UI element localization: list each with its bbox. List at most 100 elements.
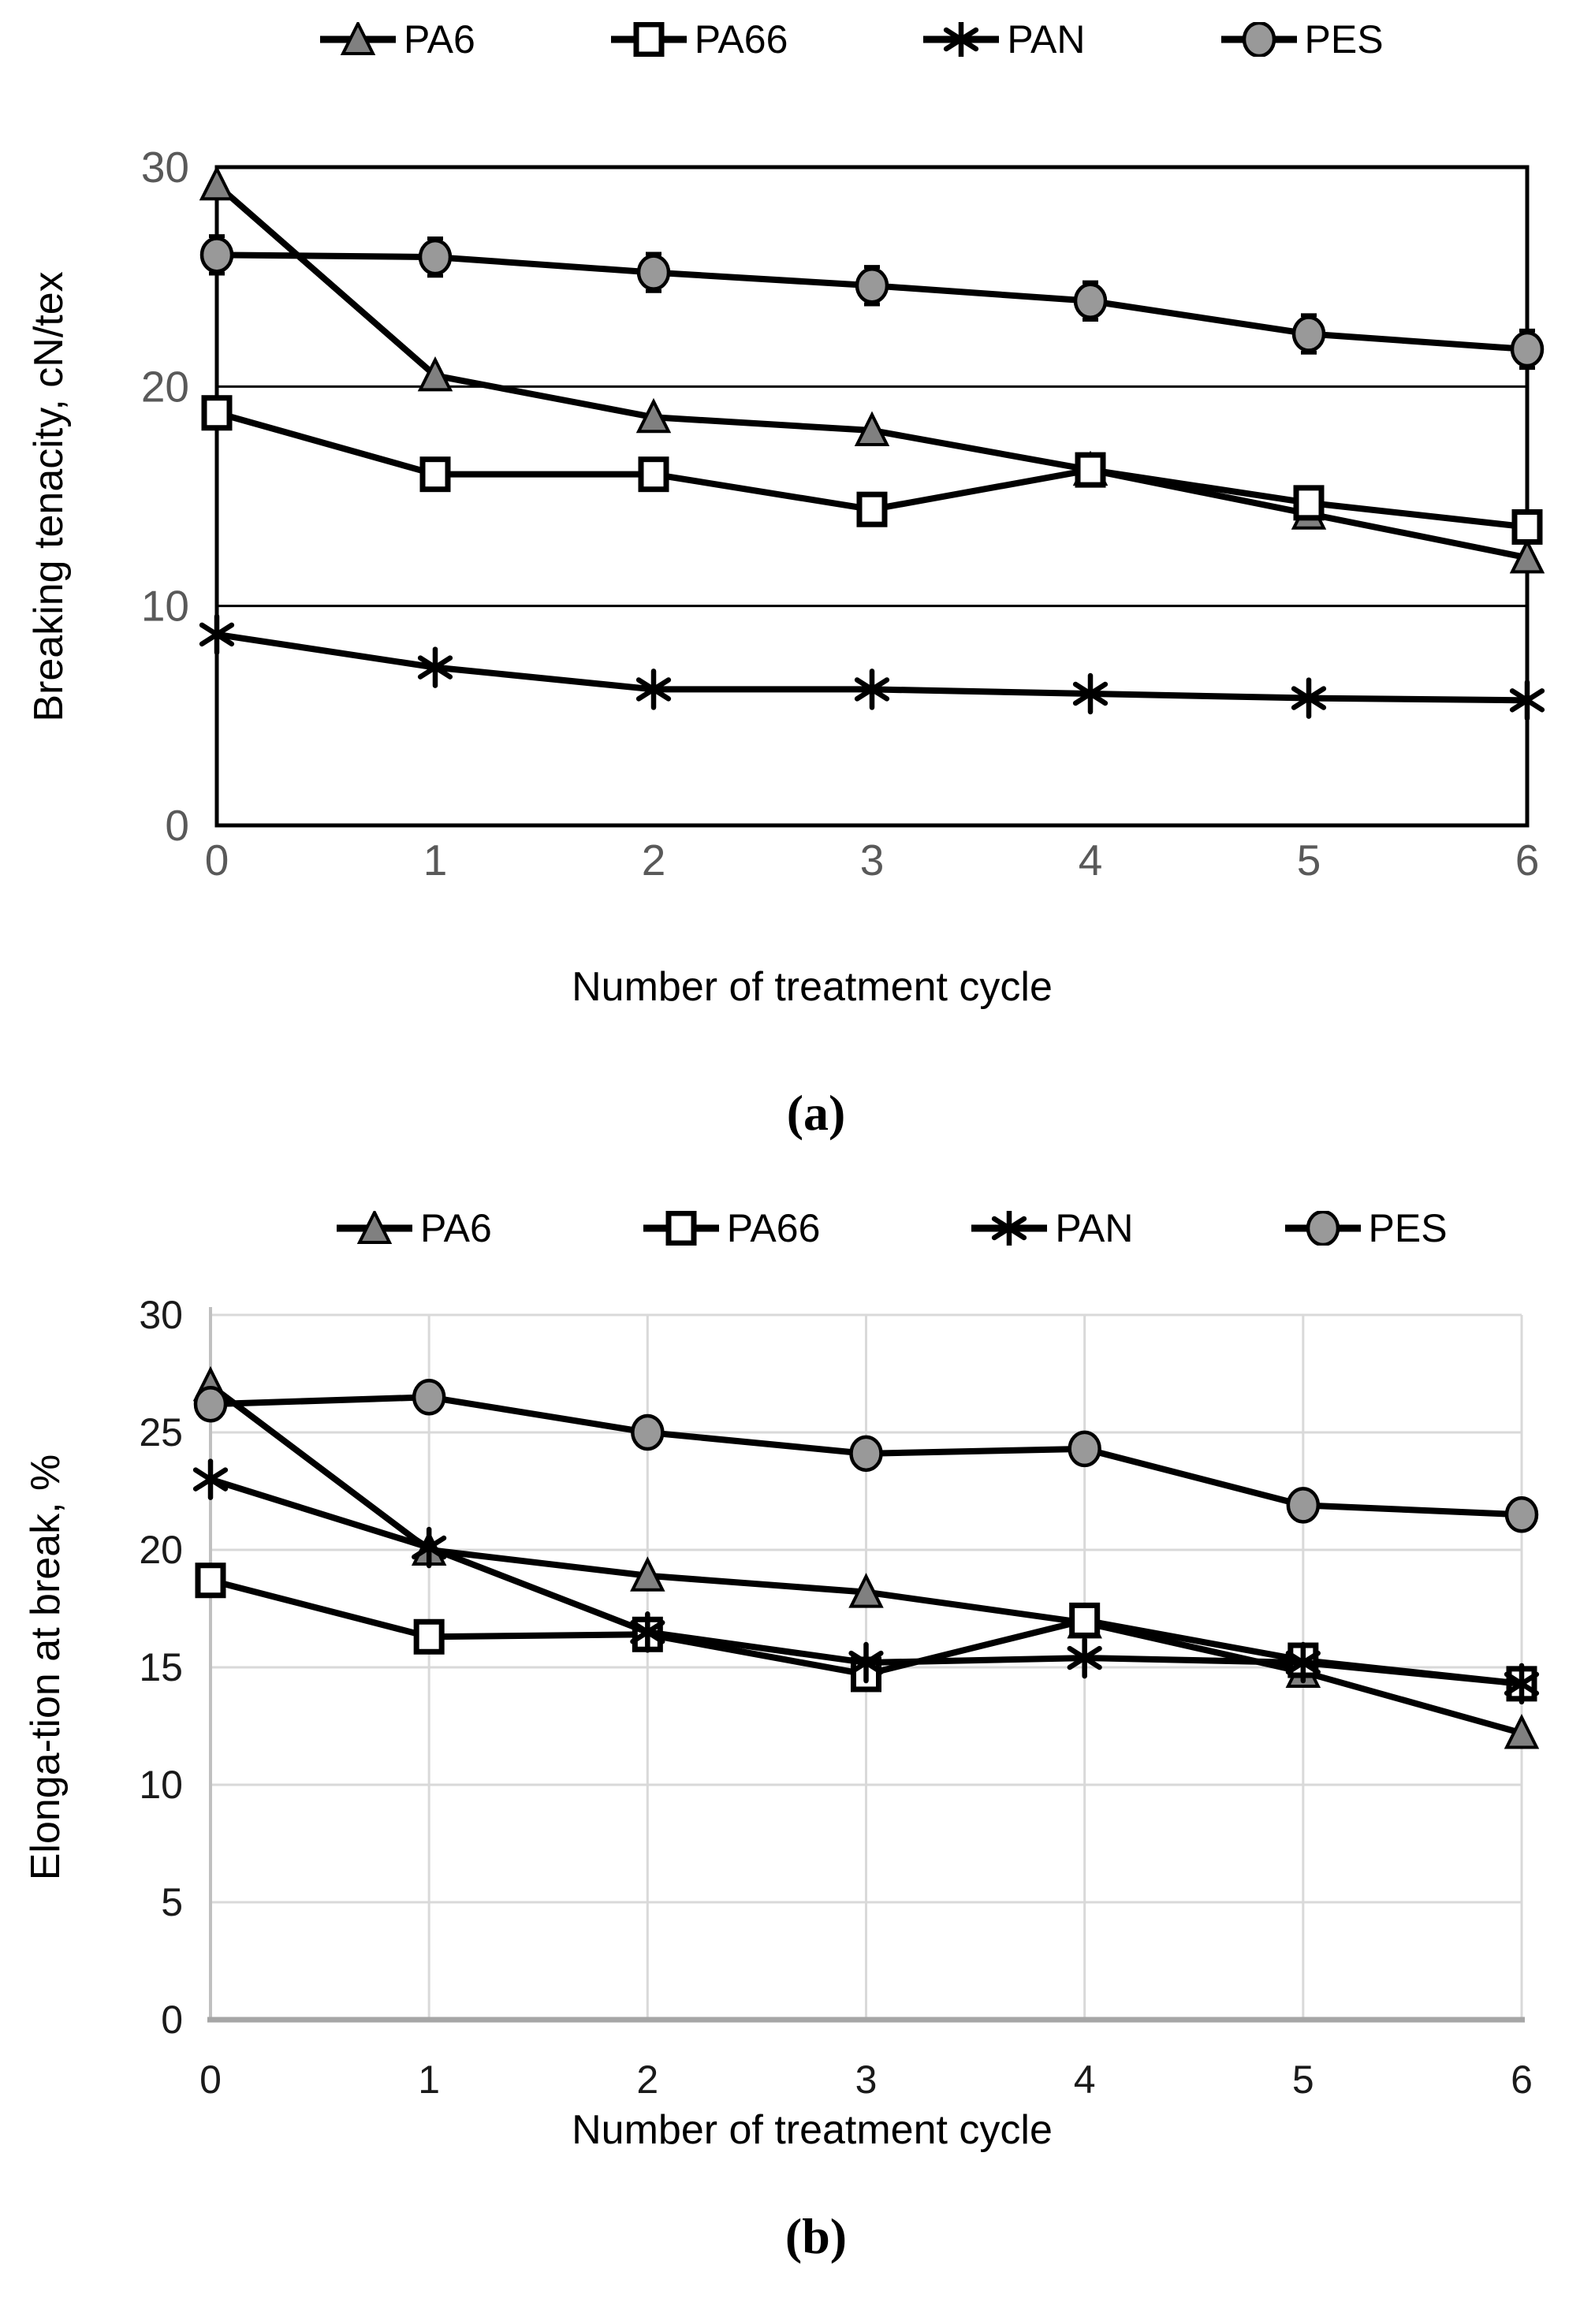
asterisk-marker-icon xyxy=(417,646,453,688)
asterisk-marker-icon xyxy=(944,22,979,57)
circle-marker-icon xyxy=(1068,1430,1101,1468)
x-tick-label: 1 xyxy=(423,836,448,885)
y-tick-label: 20 xyxy=(141,362,189,411)
x-tick-label: 3 xyxy=(860,836,885,885)
x-tick-label: 3 xyxy=(855,2058,878,2102)
asterisk-marker-icon xyxy=(192,1458,229,1500)
square-marker-icon xyxy=(201,395,233,431)
asterisk-marker-icon xyxy=(848,1641,884,1684)
chart-b-gridlines xyxy=(211,1313,1523,2020)
y-tick-label: 20 xyxy=(139,1528,183,1572)
asterisk-marker-icon xyxy=(971,1211,1048,1246)
legend-item-pa6-a: PA6 xyxy=(319,20,475,59)
triangle-marker-icon xyxy=(199,165,235,201)
legend-b: PA6 PA66 PAN PES xyxy=(335,1197,1448,1260)
x-tick-label: 5 xyxy=(1297,836,1321,885)
circle-marker-icon xyxy=(1242,22,1276,57)
triangle-marker-icon xyxy=(417,356,453,392)
chart-b-series-PES xyxy=(193,1379,1539,1533)
circle-marker-icon xyxy=(412,1379,446,1416)
square-marker-icon xyxy=(1293,485,1325,521)
legend-item-pa66-b: PA66 xyxy=(642,1206,821,1250)
circle-marker-icon xyxy=(1510,330,1545,368)
legend-a: PA6 PA66 PAN PES xyxy=(319,8,1384,71)
circle-marker-icon xyxy=(849,1435,883,1473)
asterisk-marker-icon xyxy=(1067,1637,1102,1679)
plot-border xyxy=(214,165,1530,828)
y-tick-label: 0 xyxy=(161,1998,183,2042)
legend-item-pan-a: PAN xyxy=(922,20,1086,59)
triangle-marker-icon xyxy=(1504,1713,1540,1749)
square-marker-icon xyxy=(1069,1602,1101,1638)
legend-label-pa6: PA6 xyxy=(420,1206,492,1250)
y-axis-title-b: Elonga-tion at break, % xyxy=(23,1454,69,1881)
y-axis-title-a: Breaking tenacity, cN/tex xyxy=(26,271,72,722)
legend-item-pes-b: PES xyxy=(1284,1209,1448,1248)
square-marker-icon xyxy=(1511,508,1543,545)
circle-marker-icon xyxy=(636,254,671,291)
circle-marker-icon xyxy=(855,267,889,304)
square-marker-icon xyxy=(610,22,687,57)
square-marker-icon xyxy=(419,456,451,493)
square-marker-icon xyxy=(856,491,888,527)
x-tick-label: 0 xyxy=(205,836,229,885)
legend-label-pes: PES xyxy=(1368,1206,1448,1250)
asterisk-marker-icon xyxy=(923,22,1000,57)
chart-a-series-PES xyxy=(199,234,1545,371)
y-tick-label: 30 xyxy=(141,143,189,192)
chart-a-series-PAN xyxy=(199,613,1545,721)
x-tick-label: 1 xyxy=(418,2058,440,2102)
chart-a-tick-labels: 0 10 20 30 0 1 2 3 4 5 6 xyxy=(141,143,1539,885)
square-marker-icon xyxy=(643,1211,719,1246)
circle-marker-icon xyxy=(1073,282,1108,320)
square-marker-icon xyxy=(413,1618,445,1655)
asterisk-marker-icon xyxy=(412,1526,447,1569)
chart-a: 0 10 20 30 0 1 2 3 4 5 6 xyxy=(141,143,1545,885)
triangle-marker-icon xyxy=(848,1573,884,1608)
chart-b: 0 5 10 15 20 25 30 0 1 2 3 4 5 6 xyxy=(139,1293,1540,2102)
circle-marker-icon xyxy=(1306,1211,1340,1246)
asterisk-marker-icon xyxy=(1285,1641,1321,1684)
square-marker-icon xyxy=(665,1211,697,1246)
square-marker-icon xyxy=(1075,452,1106,488)
square-marker-icon xyxy=(633,22,665,57)
legend-item-pan-b: PAN xyxy=(970,1209,1134,1248)
legend-item-pa66-a: PA66 xyxy=(609,20,788,59)
asterisk-marker-icon xyxy=(199,613,235,656)
circle-marker-icon xyxy=(1291,315,1326,352)
triangle-marker-icon xyxy=(320,22,396,55)
x-tick-label: 0 xyxy=(199,2058,222,2102)
legend-label-pa66: PA66 xyxy=(726,1206,821,1250)
legend-label-pa6: PA6 xyxy=(404,17,475,61)
circle-marker-icon xyxy=(1284,1211,1361,1246)
y-tick-label: 25 xyxy=(139,1410,183,1454)
x-tick-label: 2 xyxy=(636,2058,658,2102)
y-tick-label: 15 xyxy=(139,1645,183,1689)
y-tick-label: 10 xyxy=(139,1763,183,1807)
asterisk-marker-icon xyxy=(992,1211,1027,1246)
chart-b-series-PAN xyxy=(192,1458,1540,1705)
square-marker-icon xyxy=(638,456,669,493)
asterisk-marker-icon xyxy=(1072,672,1109,715)
circle-marker-icon xyxy=(418,238,453,276)
circle-marker-icon xyxy=(631,1413,665,1451)
x-tick-label: 4 xyxy=(1079,836,1103,885)
triangle-marker-icon xyxy=(340,22,376,55)
triangle-marker-icon xyxy=(337,1211,412,1244)
x-axis-title-b: Number of treatment cycle xyxy=(572,2107,1053,2153)
triangle-marker-icon xyxy=(854,411,890,446)
caption-b: (b) xyxy=(784,2208,848,2264)
circle-marker-icon xyxy=(1286,1487,1321,1524)
x-tick-label: 4 xyxy=(1074,2058,1096,2102)
square-marker-icon xyxy=(195,1562,226,1599)
asterisk-marker-icon xyxy=(635,669,672,710)
triangle-marker-icon xyxy=(1509,538,1545,574)
y-tick-label: 5 xyxy=(161,1880,183,1924)
caption-a: (a) xyxy=(786,1085,846,1141)
triangle-marker-icon xyxy=(356,1211,393,1244)
x-tick-label: 6 xyxy=(1511,2058,1533,2102)
triangle-marker-icon xyxy=(635,397,672,434)
x-tick-label: 6 xyxy=(1515,836,1540,885)
